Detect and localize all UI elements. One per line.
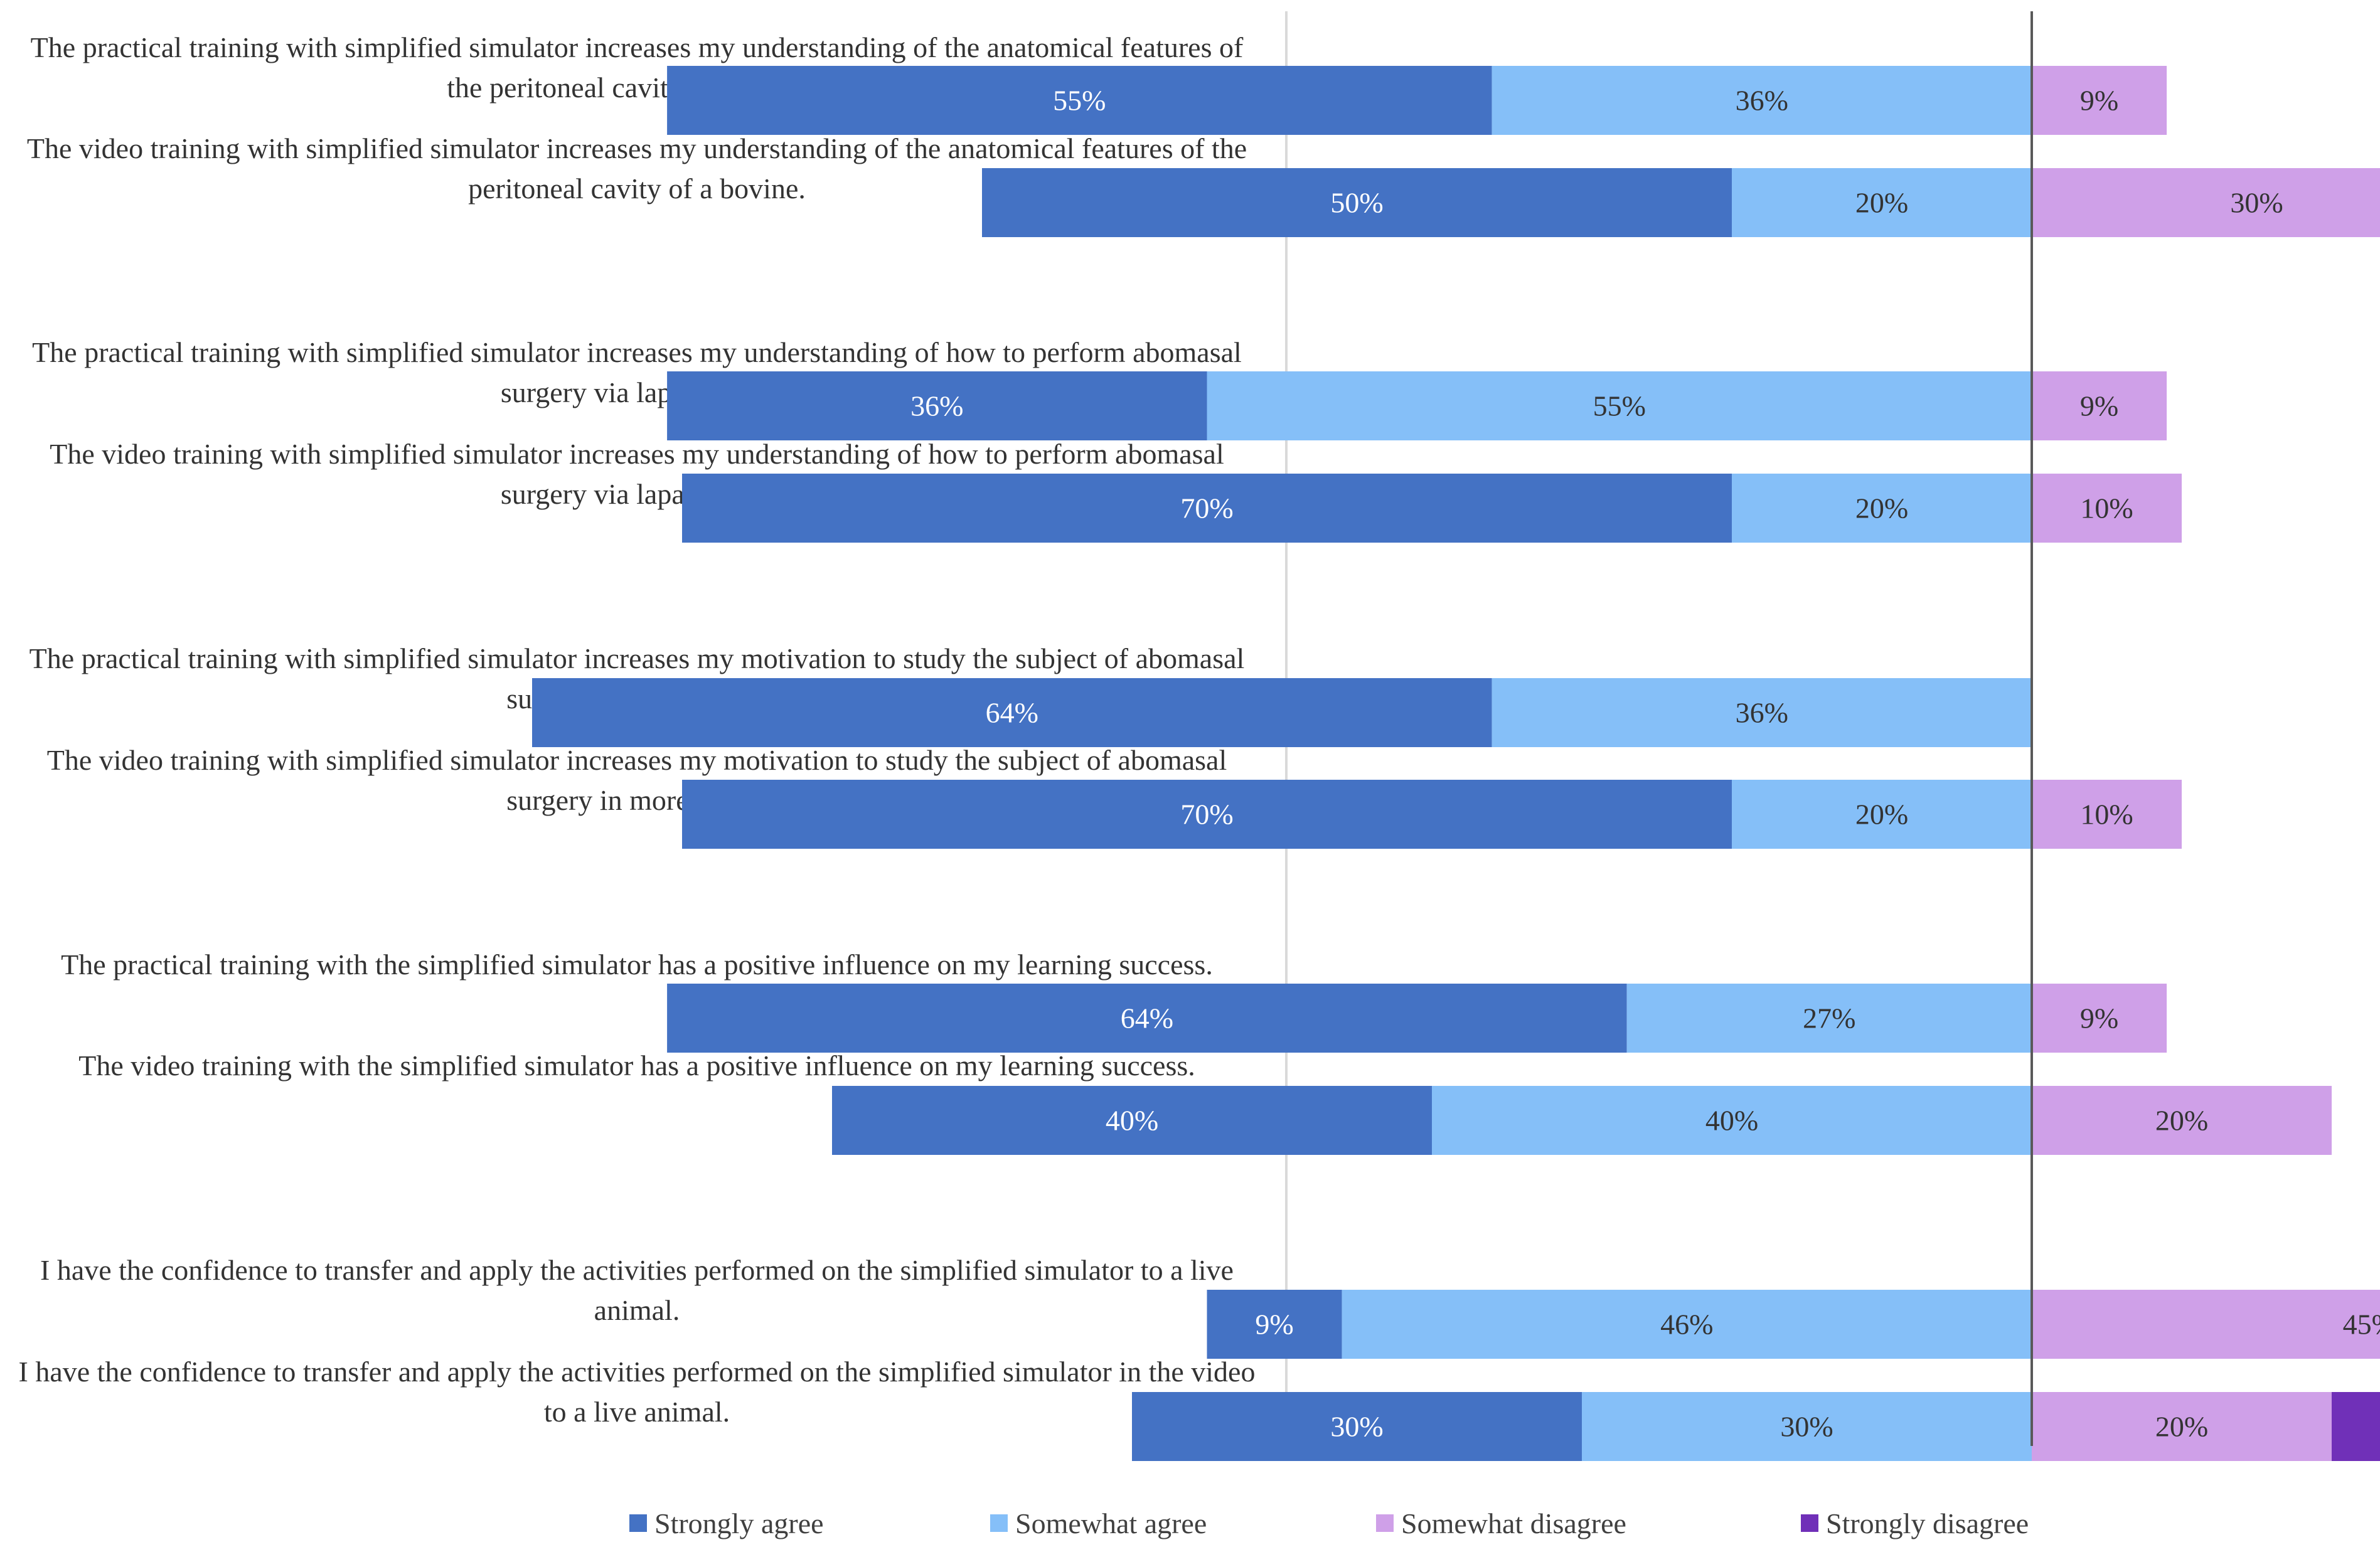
data-label: 20% — [2155, 1105, 2208, 1137]
question-label: The practical training with the simplifi… — [61, 949, 1213, 980]
bar-somewhat-disagree — [2032, 168, 2380, 237]
data-label: 9% — [2080, 85, 2118, 117]
legend-swatch — [1801, 1514, 1818, 1532]
data-label: 45% — [2343, 1309, 2380, 1341]
data-label: 10% — [2080, 492, 2133, 524]
question-label: The video training with the simplified s… — [78, 1050, 1195, 1081]
legend-swatch — [990, 1514, 1008, 1532]
data-label: 46% — [1660, 1309, 1713, 1341]
bar-somewhat-agree — [1732, 780, 2032, 849]
data-label: 64% — [986, 697, 1038, 729]
data-label: 64% — [1121, 1002, 1173, 1034]
legend-item: Somewhat agree — [990, 1504, 1207, 1542]
data-label: 70% — [1180, 799, 1233, 831]
legend-item: Strongly agree — [629, 1504, 824, 1542]
question-label: I have the confidence to transfer and ap… — [18, 1356, 1256, 1428]
bar-strongly-agree — [532, 678, 1492, 747]
bar-somewhat-disagree — [2032, 66, 2167, 135]
bar-strongly-agree — [667, 984, 1627, 1053]
bar-somewhat-agree — [1626, 984, 2032, 1053]
bar-somewhat-agree — [1342, 1290, 2032, 1359]
data-label: 20% — [1855, 492, 1908, 524]
data-label: 36% — [1736, 697, 1788, 729]
legend-swatch — [629, 1514, 647, 1532]
legend-label: Strongly agree — [654, 1507, 824, 1539]
bar-strongly-agree — [1207, 1290, 1342, 1359]
bar-somewhat-disagree — [2032, 984, 2167, 1053]
data-label: 9% — [2080, 390, 2118, 422]
question-label: The video training with simplified simul… — [26, 132, 1247, 205]
bar-somewhat-agree — [1432, 1086, 2032, 1155]
data-label: 50% — [1330, 187, 1383, 219]
bar-somewhat-agree — [1582, 1392, 2032, 1461]
data-label: 36% — [910, 390, 963, 422]
bar-strongly-agree — [667, 66, 1492, 135]
legend-label: Somewhat agree — [1015, 1507, 1207, 1539]
bar-somewhat-agree — [1207, 371, 2032, 440]
question-label: The video training with simplified simul… — [46, 744, 1227, 816]
legend-swatch — [1376, 1514, 1394, 1532]
question-label: I have the confidence to transfer and ap… — [40, 1254, 1234, 1326]
data-label: 20% — [2155, 1411, 2208, 1443]
legend-item: Strongly disagree — [1801, 1504, 2029, 1542]
bar-somewhat-agree — [1492, 678, 2032, 747]
data-label: 36% — [1736, 85, 1788, 117]
legend-label: Somewhat disagree — [1401, 1507, 1626, 1539]
bar-strongly-agree — [682, 474, 1732, 543]
bar-strongly-agree — [667, 371, 1207, 440]
bar-somewhat-agree — [1732, 168, 2032, 237]
data-label: 9% — [1255, 1309, 1293, 1341]
data-label: 30% — [2230, 187, 2283, 219]
bar-somewhat-disagree — [2032, 780, 2182, 849]
data-label: 70% — [1180, 492, 1233, 524]
data-label: 20% — [1855, 799, 1908, 831]
bar-somewhat-disagree — [2032, 1392, 2332, 1461]
data-label: 30% — [1330, 1411, 1383, 1443]
bar-strongly-agree — [682, 780, 1732, 849]
bar-strongly-agree — [1132, 1392, 1582, 1461]
data-label: 40% — [1705, 1105, 1758, 1137]
data-label: 20% — [1855, 187, 1908, 219]
bar-somewhat-disagree — [2032, 371, 2167, 440]
bar-somewhat-disagree — [2032, 474, 2182, 543]
bar-somewhat-disagree — [2032, 1290, 2380, 1359]
data-label: 40% — [1106, 1105, 1158, 1137]
data-label: 9% — [2080, 1002, 2118, 1034]
data-label: 30% — [1780, 1411, 1833, 1443]
data-label: 10% — [2080, 799, 2133, 831]
bar-somewhat-disagree — [2032, 1086, 2332, 1155]
bar-somewhat-agree — [1492, 66, 2032, 135]
data-label: 55% — [1053, 85, 1106, 117]
legend-item: Somewhat disagree — [1376, 1504, 1626, 1542]
bar-strongly-disagree — [2332, 1392, 2380, 1461]
bar-strongly-agree — [832, 1086, 1432, 1155]
legend-label: Strongly disagree — [1826, 1507, 2029, 1539]
data-label: 27% — [1803, 1002, 1855, 1034]
bar-strongly-agree — [982, 168, 1732, 237]
bar-somewhat-agree — [1732, 474, 2032, 543]
data-label: 55% — [1593, 390, 1646, 422]
